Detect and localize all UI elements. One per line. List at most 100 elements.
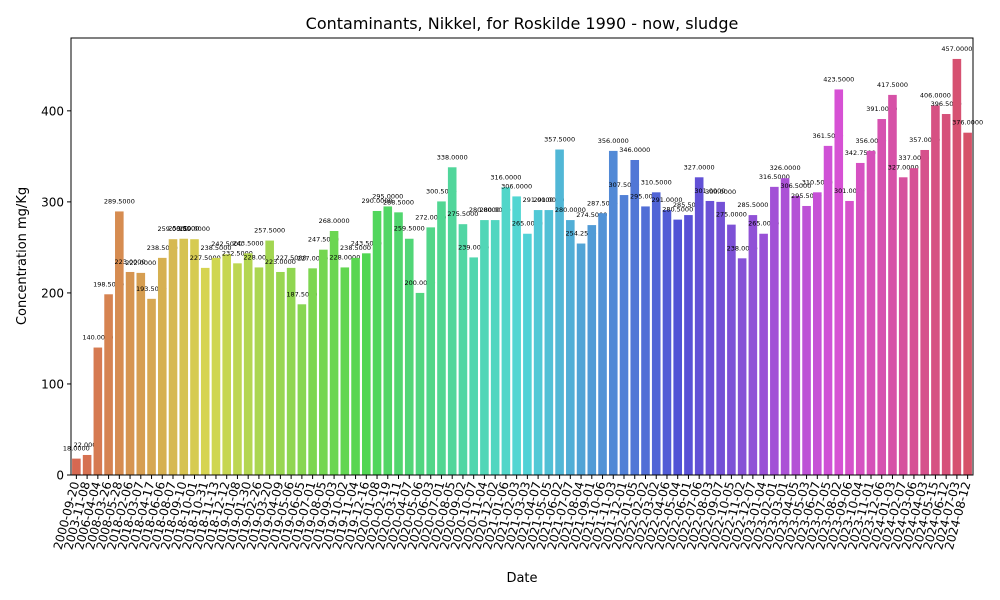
value-label: 301.0000 [834, 187, 865, 195]
bar [243, 253, 253, 475]
value-label: 327.0000 [684, 163, 715, 171]
bar [651, 192, 661, 476]
value-label: 316.0000 [490, 173, 521, 181]
value-label: 285.5000 [737, 201, 768, 209]
value-label: 242.5000 [211, 240, 242, 248]
y-tick-label: 400 [41, 104, 64, 118]
bar [480, 220, 489, 475]
value-label: 327.0000 [888, 163, 919, 171]
bar [877, 119, 887, 475]
bar [619, 195, 629, 475]
bar [694, 177, 704, 475]
bar [587, 225, 597, 475]
value-label: 423.5000 [823, 75, 854, 83]
bar [813, 192, 822, 476]
value-label: 307.5000 [609, 181, 640, 189]
value-label: 391.0000 [866, 105, 897, 113]
bar [125, 271, 135, 475]
value-label: 259.5000 [394, 225, 425, 233]
bar [834, 89, 844, 476]
value-label: 259.0000 [158, 225, 189, 233]
value-label: 18.0000 [63, 445, 90, 453]
bar [802, 205, 811, 476]
value-label: 238.5000 [200, 244, 231, 252]
value-label: 238.0000 [727, 244, 758, 252]
bar [716, 201, 725, 475]
bar [211, 257, 221, 475]
bar [276, 271, 285, 475]
value-label: 238.5000 [340, 244, 371, 252]
bar [555, 149, 564, 475]
plot-frame [70, 37, 974, 476]
value-label: 457.0000 [941, 45, 972, 53]
value-label: 222.0000 [125, 259, 156, 267]
value-label: 265.0000 [512, 220, 543, 228]
bar [469, 257, 478, 475]
value-label: 259.0000 [179, 225, 210, 233]
bar [630, 159, 640, 475]
bar [222, 254, 231, 475]
y-tick-label: 0 [56, 469, 64, 483]
bar [168, 239, 178, 475]
value-label: 316.5000 [759, 173, 790, 181]
y-axis-label: Concentration mg/Kg [15, 187, 30, 325]
value-label: 227.0000 [297, 254, 328, 262]
value-label: 310.5000 [802, 178, 833, 186]
value-label: 265.0000 [748, 220, 779, 228]
bar [329, 231, 339, 475]
bar [576, 243, 586, 475]
y-tick-label: 100 [41, 377, 64, 391]
bar [415, 292, 425, 475]
bar [941, 114, 951, 476]
bar [641, 206, 650, 476]
bar [115, 211, 124, 475]
bar [286, 267, 296, 475]
bar [190, 239, 199, 475]
bar [404, 238, 414, 475]
value-label: 268.0000 [319, 217, 350, 225]
bar [82, 454, 92, 475]
value-label: 289.5000 [104, 197, 135, 205]
bar [770, 186, 779, 475]
value-label: 396.5000 [931, 100, 962, 108]
value-label: 228.0000 [329, 253, 360, 261]
bar [362, 253, 371, 475]
bar [351, 257, 360, 475]
value-label: 200.0000 [404, 279, 435, 287]
chart-title: Contaminants, Nikkel, for Roskilde 1990 … [306, 14, 739, 33]
value-label: 247.5000 [308, 236, 339, 244]
bar [490, 220, 500, 475]
value-label: 361.5000 [813, 132, 844, 140]
bar [898, 177, 908, 475]
value-label: 342.7500 [845, 149, 876, 157]
bar [157, 257, 167, 475]
bar [737, 258, 747, 475]
value-label: 356.0000 [855, 137, 886, 145]
value-label: 356.0000 [598, 137, 629, 145]
bar [340, 267, 350, 475]
value-label: 232.5000 [222, 249, 253, 257]
bar [426, 227, 436, 475]
x-axis-label: Date [506, 571, 537, 586]
bar [104, 294, 113, 475]
bar [297, 304, 307, 475]
bar [845, 200, 854, 475]
value-label: 285.5000 [673, 201, 704, 209]
bar [888, 94, 897, 476]
bar [866, 150, 876, 475]
value-label: 243.5000 [351, 239, 382, 247]
value-label: 326.0000 [770, 164, 801, 172]
value-label: 291.0000 [523, 196, 554, 204]
value-label: 291.0000 [533, 196, 564, 204]
value-label: 295.0000 [372, 192, 403, 200]
bar [512, 196, 521, 475]
value-label: 288.5000 [383, 198, 414, 206]
bar [684, 215, 693, 475]
value-label: 337.0000 [898, 154, 929, 162]
bar [662, 210, 672, 475]
bar [759, 233, 768, 475]
bar [673, 219, 682, 475]
bar [598, 213, 607, 476]
value-label: 306.0000 [501, 182, 532, 190]
